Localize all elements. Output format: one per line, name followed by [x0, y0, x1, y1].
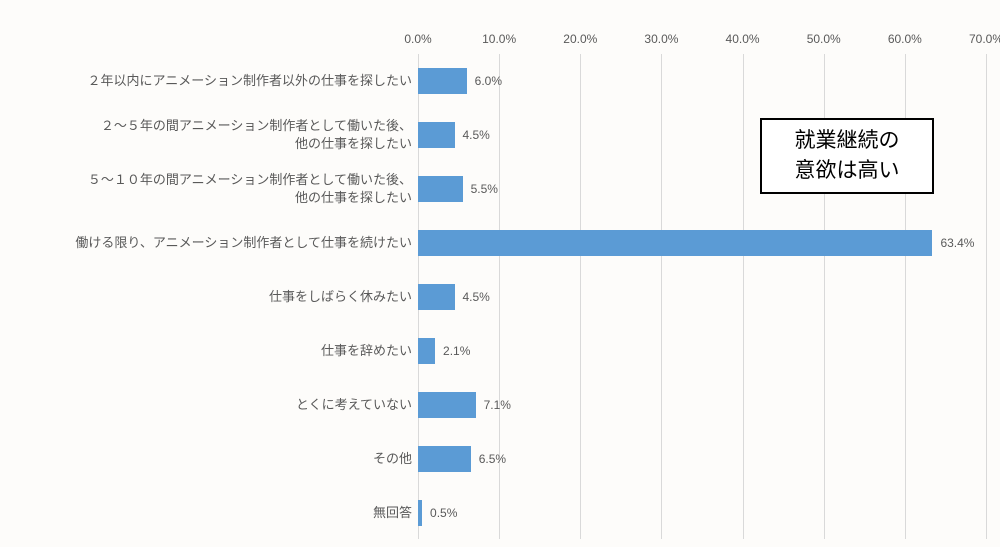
bar [418, 446, 471, 472]
callout-line-1: 就業継続の [776, 126, 918, 156]
bar [418, 122, 455, 148]
chart-row: ２年以内にアニメーション制作者以外の仕事を探したい 6.0% [0, 54, 1000, 108]
bar [418, 500, 422, 526]
value-label: 4.5% [463, 128, 490, 142]
category-label: とくに考えていない [296, 396, 418, 414]
horizontal-bar-chart: 0.0% 10.0% 20.0% 30.0% 40.0% 50.0% 60.0% 70.0% ２… [0, 0, 1000, 547]
x-axis-tick-label: 30.0% [644, 32, 678, 46]
category-label: 働ける限り、アニメーション制作者として仕事を続けたい [75, 234, 418, 252]
category-label: ５～１０年の間アニメーション制作者として働いた後、 他の仕事を探したい [88, 171, 418, 207]
chart-row: 無回答 0.5% [0, 486, 1000, 540]
bar [418, 230, 932, 256]
chart-row: とくに考えていない 7.1% [0, 378, 1000, 432]
value-label: 63.4% [940, 236, 974, 250]
category-label: 仕事をしばらく休みたい [269, 288, 418, 306]
value-label: 7.1% [484, 398, 511, 412]
category-label: 無回答 [373, 504, 418, 522]
x-axis-tick-label: 60.0% [888, 32, 922, 46]
callout-box: 就業継続の意欲は高い [760, 118, 934, 194]
bar [418, 68, 467, 94]
bar [418, 284, 455, 310]
value-label: 2.1% [443, 344, 470, 358]
category-label: ２～５年の間アニメーション制作者として働いた後、 他の仕事を探したい [101, 117, 418, 153]
bar [418, 338, 435, 364]
chart-row: その他 6.5% [0, 432, 1000, 486]
x-axis-tick-label: 20.0% [563, 32, 597, 46]
bar [418, 392, 476, 418]
value-label: 6.0% [475, 74, 502, 88]
value-label: 0.5% [430, 506, 457, 520]
chart-row: 働ける限り、アニメーション制作者として仕事を続けたい 63.4% [0, 216, 1000, 270]
callout-line-2: 意欲は高い [776, 156, 918, 186]
category-label: その他 [373, 450, 418, 468]
category-label: 仕事を辞めたい [321, 342, 418, 360]
x-axis-tick-label: 10.0% [482, 32, 516, 46]
x-axis-tick-label: 0.0% [404, 32, 431, 46]
category-label: ２年以内にアニメーション制作者以外の仕事を探したい [88, 72, 418, 90]
value-label: 4.5% [463, 290, 490, 304]
chart-row: 仕事を辞めたい 2.1% [0, 324, 1000, 378]
x-axis-tick-label: 50.0% [807, 32, 841, 46]
value-label: 6.5% [479, 452, 506, 466]
value-label: 5.5% [471, 182, 498, 196]
x-axis-tick-label: 40.0% [726, 32, 760, 46]
chart-row: 仕事をしばらく休みたい 4.5% [0, 270, 1000, 324]
bar [418, 176, 463, 202]
x-axis-tick-label: 70.0% [969, 32, 1000, 46]
